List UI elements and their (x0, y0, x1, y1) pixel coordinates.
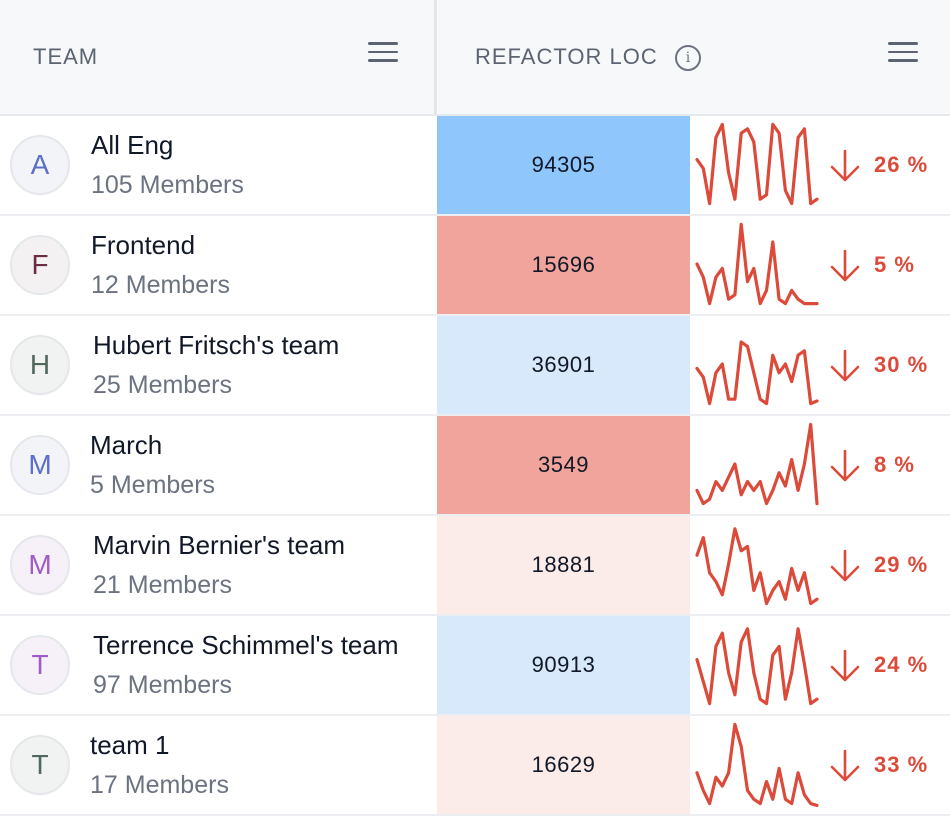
team-avatar: M (10, 435, 70, 495)
column-header-team[interactable]: TEAM (0, 0, 437, 114)
arrow-down-icon (830, 449, 860, 482)
grid-header: TEAM REFACTOR LOC i (0, 0, 950, 116)
trend-indicator: 29 % (828, 546, 948, 586)
team-avatar: M (10, 535, 70, 595)
table-row[interactable]: T Terrence Schimmel's team 97 Members 90… (0, 616, 950, 716)
team-members-count: 97 Members (93, 671, 232, 699)
team-members-count: 5 Members (90, 471, 216, 499)
sparkline (695, 527, 819, 606)
team-column-label: TEAM (33, 44, 99, 69)
sparkline-line (695, 122, 819, 206)
refactor-loc-value[interactable]: 3549 (437, 416, 690, 514)
trend-indicator: 5 % (828, 246, 948, 286)
refactor-loc-value[interactable]: 15696 (437, 216, 690, 314)
arrow-down-icon (830, 649, 860, 682)
trend-indicator: 24 % (828, 646, 948, 686)
team-avatar: F (10, 235, 70, 295)
trend-percent: 26 % (874, 152, 929, 177)
info-icon[interactable]: i (675, 45, 701, 71)
team-name[interactable]: All Eng (91, 130, 174, 160)
trend-percent: 30 % (874, 352, 929, 377)
arrow-down-icon (830, 249, 860, 282)
team-members-count: 21 Members (93, 571, 232, 599)
trend-indicator: 26 % (828, 146, 948, 186)
team-avatar: T (10, 635, 70, 695)
table-row[interactable]: H Hubert Fritsch's team 25 Members 36901… (0, 316, 950, 416)
team-members-count: 105 Members (91, 171, 244, 199)
refactor-loc-value[interactable]: 36901 (437, 316, 690, 414)
arrow-down-icon (830, 149, 860, 182)
trend-percent: 29 % (874, 552, 929, 577)
sparkline-line (695, 722, 819, 807)
sparkline (695, 722, 819, 807)
sparkline-line (695, 222, 819, 306)
trend-indicator: 30 % (828, 346, 948, 386)
table-row[interactable]: M March 5 Members 3549 8 % (0, 416, 950, 516)
column-header-refactor-loc[interactable]: REFACTOR LOC i (437, 0, 950, 114)
refactor-loc-value[interactable]: 16629 (437, 716, 690, 814)
sparkline-line (695, 527, 819, 606)
sparkline (695, 422, 819, 506)
team-name[interactable]: Marvin Bernier's team (93, 530, 346, 560)
table-row[interactable]: A All Eng 105 Members 94305 26 % (0, 116, 950, 216)
refactor-loc-column-menu-icon[interactable] (888, 42, 918, 68)
trend-percent: 8 % (874, 452, 915, 477)
team-avatar: H (10, 335, 70, 395)
refactor-loc-value[interactable]: 90913 (437, 616, 690, 714)
trend-indicator: 33 % (828, 746, 948, 786)
trend-percent: 24 % (874, 652, 929, 677)
team-avatar: A (10, 135, 70, 195)
team-members-count: 17 Members (90, 771, 229, 799)
trend-percent: 33 % (874, 752, 929, 777)
arrow-down-icon (830, 549, 860, 582)
sparkline (695, 627, 819, 706)
team-name[interactable]: March (90, 430, 163, 460)
table-row[interactable]: F Frontend 12 Members 15696 5 % (0, 216, 950, 316)
refactor-loc-value[interactable]: 94305 (437, 116, 690, 214)
team-avatar: T (10, 735, 70, 795)
sparkline (695, 122, 819, 206)
team-name[interactable]: team 1 (90, 730, 170, 760)
arrow-down-icon (830, 749, 860, 782)
team-name[interactable]: Frontend (91, 230, 196, 260)
team-name[interactable]: Terrence Schimmel's team (93, 630, 399, 660)
sparkline (695, 340, 819, 406)
team-column-menu-icon[interactable] (368, 42, 398, 68)
refactor-loc-value[interactable]: 18881 (437, 516, 690, 614)
trend-percent: 5 % (874, 252, 915, 277)
sparkline-line (695, 340, 819, 406)
team-members-count: 12 Members (91, 271, 230, 299)
arrow-down-icon (830, 349, 860, 382)
team-name[interactable]: Hubert Fritsch's team (93, 330, 340, 360)
team-members-count: 25 Members (93, 371, 232, 399)
sparkline (695, 222, 819, 306)
table-row[interactable]: M Marvin Bernier's team 21 Members 18881… (0, 516, 950, 616)
sparkline-line (695, 422, 819, 506)
trend-indicator: 8 % (828, 446, 948, 486)
sparkline-line (695, 627, 819, 706)
refactor-loc-column-label: REFACTOR LOC (475, 44, 658, 69)
table-row[interactable]: T team 1 17 Members 16629 33 % (0, 716, 950, 816)
